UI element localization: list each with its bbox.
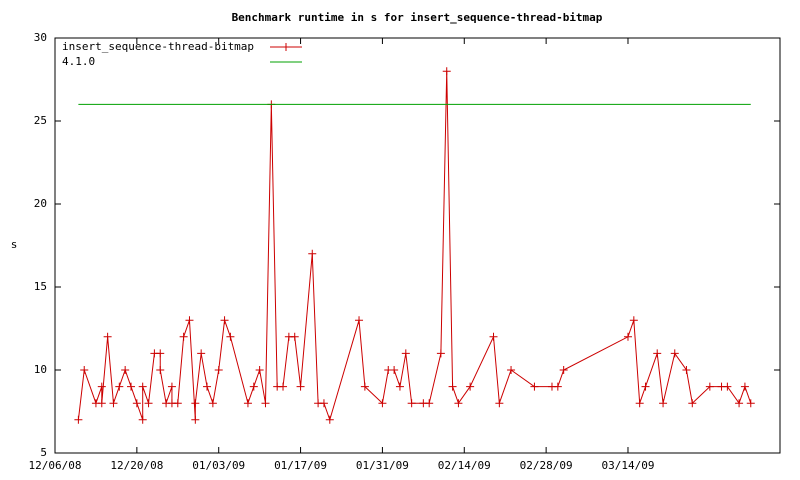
x-tick-label: 03/14/09	[601, 459, 654, 472]
point-marker	[121, 366, 130, 374]
point-marker	[243, 399, 252, 408]
point-marker	[138, 382, 147, 391]
point-marker	[454, 399, 463, 408]
point-marker	[167, 382, 176, 391]
point-marker	[530, 382, 539, 391]
point-marker	[191, 399, 200, 408]
point-marker	[436, 349, 445, 358]
plot-frame	[54, 37, 781, 454]
chart-title: Benchmark runtime in s for insert_sequen…	[232, 11, 603, 24]
series-line	[77, 71, 752, 422]
y-axis-label: s	[11, 238, 18, 251]
legend-label: 4.1.0	[62, 55, 95, 68]
point-marker	[97, 399, 106, 408]
point-marker	[156, 349, 165, 358]
x-tick-label: 12/06/08	[29, 459, 82, 472]
point-marker	[659, 399, 668, 408]
point-marker	[103, 332, 112, 341]
point-marker	[132, 399, 141, 408]
point-marker	[495, 399, 504, 408]
point-marker	[97, 382, 106, 391]
point-marker	[197, 349, 206, 358]
point-marker	[401, 349, 410, 358]
x-tick-label: 02/14/09	[438, 459, 491, 472]
y-tick-label: 30	[34, 31, 47, 44]
point-marker	[395, 382, 404, 391]
point-marker	[688, 399, 697, 408]
y-tick-label: 10	[34, 363, 47, 376]
point-marker	[641, 382, 650, 391]
point-marker	[127, 382, 136, 391]
x-tick-label: 12/20/08	[110, 459, 163, 472]
point-marker	[682, 366, 691, 374]
point-marker	[559, 366, 568, 374]
point-marker	[138, 415, 147, 424]
point-marker	[179, 332, 188, 341]
point-marker	[407, 399, 416, 408]
point-marker	[173, 399, 182, 408]
point-marker	[442, 67, 451, 76]
point-marker	[623, 332, 632, 341]
point-marker	[191, 415, 200, 424]
point-marker	[319, 399, 328, 408]
point-marker	[629, 316, 638, 325]
point-marker	[203, 382, 212, 391]
point-marker	[290, 332, 299, 341]
point-marker	[279, 382, 288, 391]
point-marker	[115, 382, 124, 391]
point-marker	[208, 399, 217, 408]
point-marker	[390, 366, 399, 374]
point-marker	[308, 249, 317, 258]
point-marker	[355, 316, 364, 325]
point-marker	[214, 366, 223, 374]
point-marker	[144, 399, 153, 408]
point-marker	[653, 349, 662, 358]
point-marker	[723, 382, 732, 391]
x-tick-label: 01/03/09	[192, 459, 245, 472]
point-marker	[635, 399, 644, 408]
legend-marker	[282, 43, 290, 51]
point-marker	[705, 382, 714, 391]
point-marker	[670, 349, 679, 358]
point-marker	[255, 366, 264, 374]
point-marker	[425, 399, 434, 408]
point-marker	[249, 382, 258, 391]
legend-label: insert_sequence-thread-bitmap	[62, 40, 254, 53]
point-marker	[261, 399, 270, 408]
point-marker	[740, 382, 749, 391]
point-marker	[220, 316, 229, 325]
point-marker	[360, 382, 369, 391]
x-tick-label: 01/31/09	[356, 459, 409, 472]
point-marker	[156, 366, 165, 374]
point-marker	[80, 366, 89, 374]
point-marker	[109, 399, 118, 408]
point-marker	[325, 415, 334, 424]
x-tick-label: 01/17/09	[274, 459, 327, 472]
point-marker	[226, 332, 235, 341]
y-tick-label: 5	[40, 446, 47, 459]
y-tick-label: 25	[34, 114, 47, 127]
point-marker	[507, 366, 516, 374]
point-marker	[296, 382, 305, 391]
point-marker	[185, 316, 194, 325]
point-marker	[735, 399, 744, 408]
point-marker	[448, 382, 457, 391]
point-marker	[553, 382, 562, 391]
point-marker	[466, 382, 475, 391]
point-marker	[489, 332, 498, 341]
y-tick-label: 20	[34, 197, 47, 210]
point-marker	[746, 399, 755, 408]
point-marker	[74, 415, 83, 424]
y-tick-label: 15	[34, 280, 47, 293]
x-tick-label: 02/28/09	[520, 459, 573, 472]
point-marker	[378, 399, 387, 408]
